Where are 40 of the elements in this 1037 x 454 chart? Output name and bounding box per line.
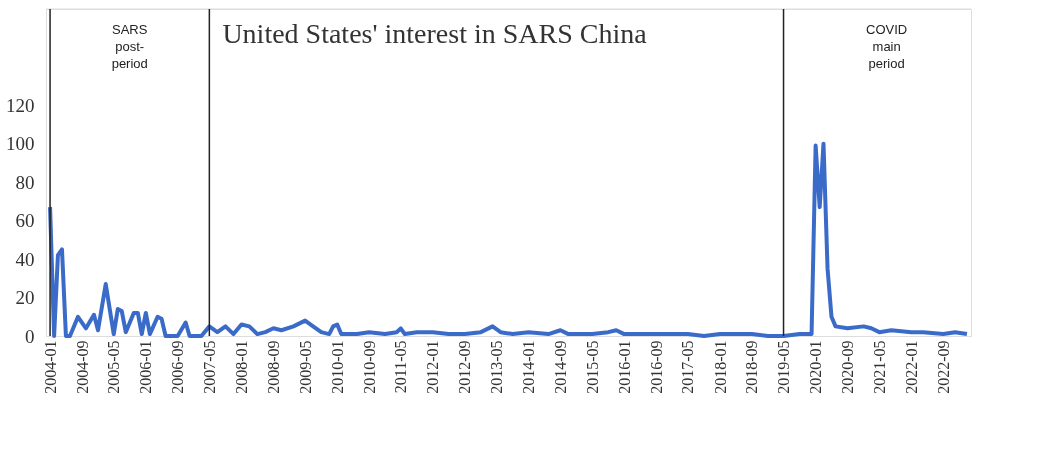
x-tick-label: 2020-01 (807, 340, 825, 394)
x-tick-label: 2009-05 (296, 340, 314, 394)
x-tick-label: 2014-09 (551, 340, 569, 394)
x-tick-label: 2018-01 (711, 340, 729, 394)
x-tick-label: 2013-05 (488, 340, 506, 394)
x-tick-label: 2022-09 (934, 340, 952, 394)
annotation: COVID main period (866, 22, 908, 71)
x-tick-label: 2015-05 (583, 340, 601, 394)
x-tick-label: 2004-01 (41, 340, 59, 394)
y-tick-label: 40 (15, 248, 35, 270)
y-tick-label: 100 (6, 133, 35, 155)
x-tick-label: 2007-05 (200, 340, 218, 394)
x-tick-label: 2021-05 (870, 340, 888, 394)
x-tick-label: 2020-09 (839, 340, 857, 394)
x-tick-label: 2006-09 (169, 340, 187, 394)
annotation: SARS post-period (111, 22, 148, 71)
y-tick-label: 20 (15, 287, 35, 309)
x-tick-label: 2019-05 (775, 340, 793, 394)
y-tick-label: 60 (15, 210, 35, 232)
x-tick-label: 2010-09 (360, 340, 378, 394)
x-tick-label: 2004-09 (73, 340, 91, 394)
x-tick-label: 2010-01 (328, 340, 346, 394)
line-series (48, 141, 969, 338)
x-tick-label: 2012-01 (424, 340, 442, 394)
x-tick-label: 2016-01 (615, 340, 633, 394)
y-tick-label: 0 (25, 325, 35, 347)
x-tick-label: 2018-09 (743, 340, 761, 394)
x-tick-label: 2005-05 (105, 340, 123, 394)
x-tick-label: 2008-09 (264, 340, 282, 394)
y-tick-label: 120 (6, 94, 35, 116)
x-tick-label: 2008-01 (232, 340, 250, 394)
x-tick-label: 2011-05 (392, 340, 410, 394)
chart-title: United States' interest in SARS China (222, 18, 648, 49)
x-tick-label: 2014-01 (520, 340, 538, 394)
x-tick-label: 2016-09 (647, 340, 665, 394)
y-tick-label: 80 (15, 171, 35, 193)
x-tick-label: 2006-01 (137, 340, 155, 394)
x-tick-label: 2017-05 (679, 340, 697, 394)
x-tick-label: 2012-09 (456, 340, 474, 394)
x-tick-label: 2022-01 (902, 340, 920, 394)
